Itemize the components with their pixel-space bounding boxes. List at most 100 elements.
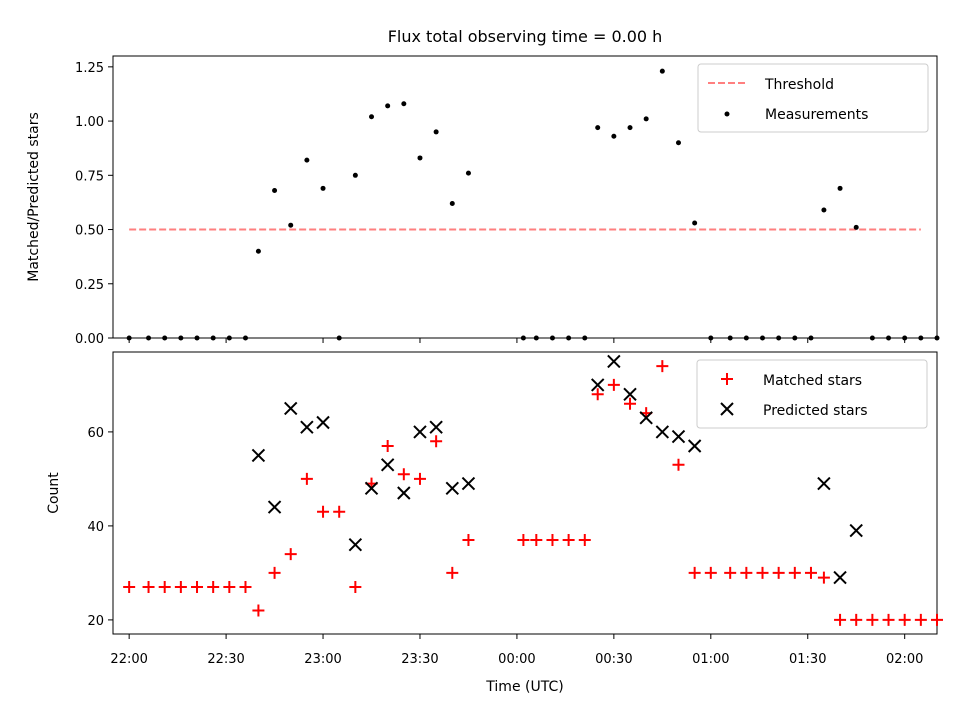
measurement-point (776, 335, 782, 341)
matched-star-point (300, 472, 313, 485)
measurement-point (595, 125, 601, 131)
matched-star-point (397, 468, 410, 481)
count-points (123, 354, 943, 626)
measurement-point (643, 116, 649, 122)
top-legend: Threshold Measurements (697, 63, 929, 133)
matched-star-point (672, 458, 685, 471)
measurement-point (692, 220, 698, 226)
legend-matched-swatch (721, 373, 733, 385)
matched-star-point (656, 360, 669, 373)
bottom-y-tick-label: 60 (87, 426, 104, 441)
predicted-star-point (413, 425, 427, 439)
matched-star-point (381, 440, 394, 452)
measurement-point (808, 335, 814, 341)
x-tick-label: 22:00 (110, 652, 147, 667)
matched-star-point (578, 534, 591, 546)
top-y-tick-label: 1.00 (75, 115, 104, 130)
matched-star-point (284, 548, 297, 561)
measurement-point (288, 222, 294, 228)
bottom-legend: Matched stars Predicted stars (696, 359, 928, 429)
measurement-point (272, 187, 278, 193)
bottom-y-tick-label: 40 (87, 520, 104, 535)
measurement-point (146, 335, 152, 341)
matched-star-point (914, 613, 927, 626)
matched-star-point (239, 581, 252, 593)
predicted-star-point (687, 439, 702, 453)
matched-star-point (788, 566, 801, 579)
matched-star-point (591, 388, 604, 401)
measurement-point (336, 335, 342, 341)
matched-star-point (333, 505, 346, 518)
matched-star-point (607, 378, 620, 391)
legend-measurements-swatch (724, 111, 730, 117)
predicted-star-point (397, 486, 411, 500)
legend-predicted-label: Predicted stars (763, 403, 868, 419)
measurement-point (242, 335, 248, 341)
top-y-tick-label: 0.50 (75, 224, 104, 239)
top-y-axis-label: Matched/Predicted stars (26, 112, 42, 282)
measurement-points (126, 68, 940, 341)
matched-star-point (207, 581, 220, 593)
legend-threshold-label: Threshold (764, 77, 834, 93)
measurement-point (226, 335, 232, 341)
measurement-point (385, 103, 391, 109)
matched-star-point (704, 566, 717, 579)
measurement-point (352, 172, 358, 178)
matched-star-point (688, 566, 701, 579)
measurement-point (760, 335, 766, 341)
matched-star-point (462, 534, 475, 546)
top-y-tick-label: 1.25 (75, 61, 104, 76)
top-y-tick-label: 0.00 (75, 332, 104, 347)
measurement-point (194, 335, 200, 341)
measurement-point (304, 157, 310, 163)
x-tick-label: 00:00 (498, 652, 535, 667)
matched-star-point (223, 581, 236, 593)
matched-star-point (252, 604, 265, 617)
legend-predicted-swatch (720, 402, 734, 416)
bottom-y-axis: 20 40 60 (87, 426, 113, 629)
legend-matched-label: Matched stars (763, 373, 862, 389)
predicted-star-point (461, 476, 476, 491)
matched-star-point (158, 581, 171, 593)
bottom-plot-area (112, 351, 938, 635)
top-chart-title: Flux total observing time = 0.00 h (388, 27, 663, 46)
measurement-point (566, 335, 572, 341)
measurement-point (255, 248, 261, 254)
x-tick-label: 23:30 (401, 652, 438, 667)
measurement-point (902, 335, 908, 341)
matched-star-point (123, 581, 136, 593)
bottom-x-axis: 22:00 22:30 23:00 23:30 00:00 00:30 01:00 01:30… (110, 634, 923, 667)
predicted-star-point (817, 476, 831, 491)
matched-star-point (413, 472, 426, 485)
top-y-tick-label: 0.75 (75, 169, 104, 184)
measurement-point (792, 335, 798, 341)
measurement-point (869, 335, 875, 341)
x-tick-label: 23:00 (304, 652, 341, 667)
matched-star-point (882, 613, 895, 626)
bottom-panel: 20 40 60 22:00 22:30 23:00 23:30 00:00 00:30 01:… (46, 351, 943, 695)
matched-star-point (898, 613, 911, 626)
matched-star-point (530, 534, 543, 546)
measurement-point (708, 335, 714, 341)
predicted-star-point (655, 425, 670, 439)
x-tick-label: 22:30 (207, 652, 244, 667)
predicted-star-point (590, 378, 605, 392)
matched-star-point (740, 566, 753, 579)
predicted-star-point (267, 500, 282, 514)
matched-star-point (268, 566, 281, 579)
measurement-point (320, 185, 326, 191)
predicted-star-point (671, 429, 686, 444)
matched-star-point (174, 581, 187, 593)
predicted-star-point (364, 481, 379, 496)
predicted-star-point (300, 420, 314, 434)
measurement-point (520, 335, 526, 341)
top-y-axis: 0.00 0.25 0.50 0.75 1.00 1.25 (75, 61, 113, 347)
matched-star-point (772, 566, 785, 579)
matched-star-point (446, 566, 459, 579)
matched-star-point (817, 571, 830, 584)
matched-star-point (142, 581, 155, 593)
predicted-star-point (445, 481, 460, 496)
predicted-star-point (251, 448, 266, 463)
measurement-point (369, 114, 375, 120)
